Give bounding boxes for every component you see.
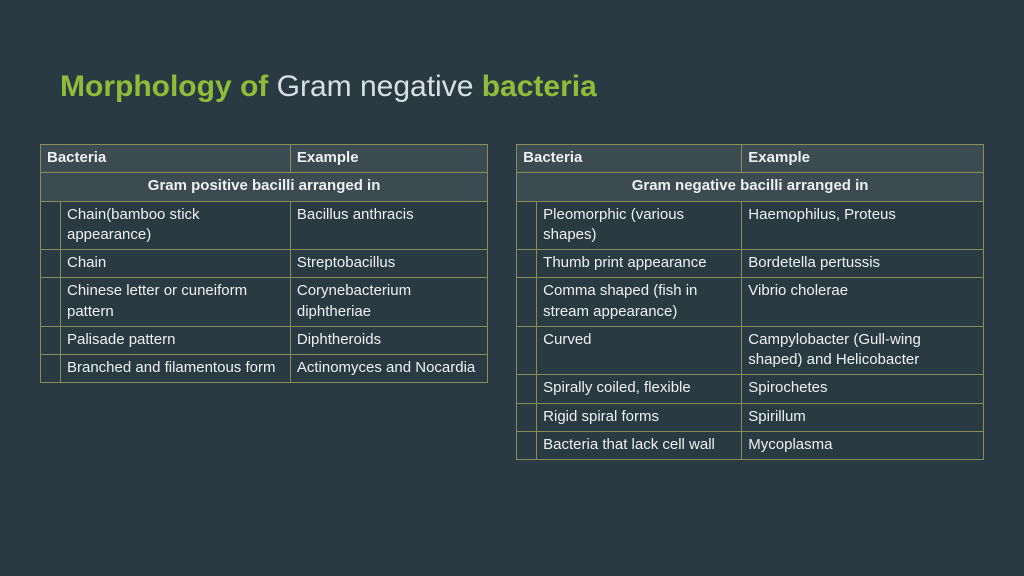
cell-example: Diphtheroids — [290, 326, 487, 354]
section-header-text: Gram negative bacilli arranged in — [517, 173, 984, 201]
table-header-row: Bacteria Example — [517, 145, 984, 173]
table-header-row: Bacteria Example — [41, 145, 488, 173]
cell-bacteria: Rigid spiral forms — [537, 403, 742, 431]
cell-example: Vibrio cholerae — [742, 278, 984, 327]
cell-bacteria: Palisade pattern — [61, 326, 291, 354]
table-row: Palisade pattern Diphtheroids — [41, 326, 488, 354]
stub-cell — [41, 250, 61, 278]
cell-example: Corynebacterium diphtheriae — [290, 278, 487, 327]
stub-cell — [517, 326, 537, 375]
stub-cell — [517, 431, 537, 459]
table-row: Thumb print appearance Bordetella pertus… — [517, 250, 984, 278]
title-part3: bacteria — [482, 70, 597, 103]
slide-title: Morphology of Gram negative bacteria — [60, 70, 984, 104]
cell-bacteria: Chain — [61, 250, 291, 278]
table-row: Comma shaped (fish in stream appearance)… — [517, 278, 984, 327]
stub-cell — [41, 278, 61, 327]
stub-cell — [41, 326, 61, 354]
cell-example: Actinomyces and Nocardia — [290, 355, 487, 383]
table-row: Chain(bamboo stick appearance) Bacillus … — [41, 201, 488, 250]
cell-bacteria: Curved — [537, 326, 742, 375]
cell-example: Bacillus anthracis — [290, 201, 487, 250]
col-header-example: Example — [290, 145, 487, 173]
col-header-example: Example — [742, 145, 984, 173]
cell-bacteria: Bacteria that lack cell wall — [537, 431, 742, 459]
stub-cell — [41, 355, 61, 383]
table-row: Pleomorphic (various shapes) Haemophilus… — [517, 201, 984, 250]
table-gram-negative: Bacteria Example Gram negative bacilli a… — [516, 144, 984, 460]
stub-cell — [517, 403, 537, 431]
title-part1: Morphology of — [60, 70, 277, 103]
table-row: Chinese letter or cuneiform pattern Cory… — [41, 278, 488, 327]
table-row: Rigid spiral forms Spirillum — [517, 403, 984, 431]
table-gram-positive: Bacteria Example Gram positive bacilli a… — [40, 144, 488, 383]
table-row: Chain Streptobacillus — [41, 250, 488, 278]
cell-bacteria: Pleomorphic (various shapes) — [537, 201, 742, 250]
cell-bacteria: Comma shaped (fish in stream appearance) — [537, 278, 742, 327]
table-row: Curved Campylobacter (Gull-wing shaped) … — [517, 326, 984, 375]
cell-example: Campylobacter (Gull-wing shaped) and Hel… — [742, 326, 984, 375]
tables-row: Bacteria Example Gram positive bacilli a… — [40, 144, 984, 460]
cell-bacteria: Chain(bamboo stick appearance) — [61, 201, 291, 250]
cell-example: Mycoplasma — [742, 431, 984, 459]
cell-bacteria: Chinese letter or cuneiform pattern — [61, 278, 291, 327]
cell-example: Bordetella pertussis — [742, 250, 984, 278]
cell-bacteria: Spirally coiled, flexible — [537, 375, 742, 403]
cell-example: Spirochetes — [742, 375, 984, 403]
section-header-text: Gram positive bacilli arranged in — [41, 173, 488, 201]
cell-bacteria: Branched and filamentous form — [61, 355, 291, 383]
stub-cell — [517, 250, 537, 278]
cell-example: Streptobacillus — [290, 250, 487, 278]
slide: Morphology of Gram negative bacteria Bac… — [0, 0, 1024, 576]
cell-example: Spirillum — [742, 403, 984, 431]
cell-bacteria: Thumb print appearance — [537, 250, 742, 278]
stub-cell — [517, 375, 537, 403]
col-header-bacteria: Bacteria — [41, 145, 291, 173]
cell-example: Haemophilus, Proteus — [742, 201, 984, 250]
section-header: Gram negative bacilli arranged in — [517, 173, 984, 201]
stub-cell — [517, 278, 537, 327]
title-part2: Gram negative — [277, 70, 482, 103]
table-row: Spirally coiled, flexible Spirochetes — [517, 375, 984, 403]
section-header: Gram positive bacilli arranged in — [41, 173, 488, 201]
col-header-bacteria: Bacteria — [517, 145, 742, 173]
table-row: Branched and filamentous form Actinomyce… — [41, 355, 488, 383]
table-row: Bacteria that lack cell wall Mycoplasma — [517, 431, 984, 459]
stub-cell — [41, 201, 61, 250]
stub-cell — [517, 201, 537, 250]
